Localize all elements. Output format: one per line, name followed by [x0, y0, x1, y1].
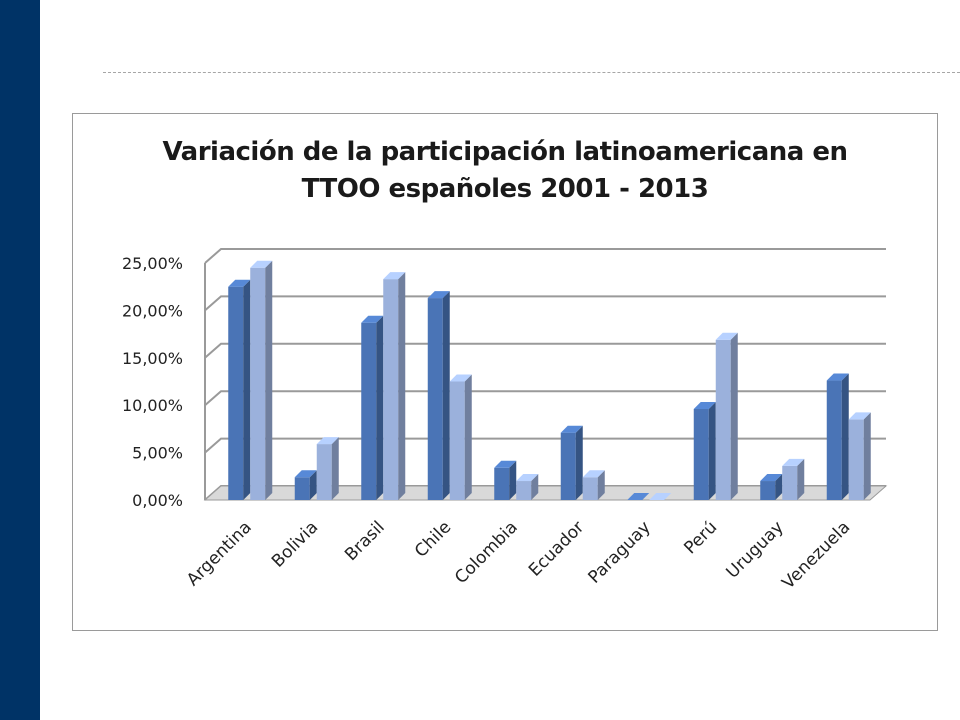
bar [649, 493, 672, 500]
bar [693, 401, 716, 500]
x-tick-label: Ecuador [525, 517, 588, 580]
bar [361, 315, 384, 500]
x-tick-label: Perú [680, 517, 721, 558]
bar [715, 332, 738, 500]
x-tick-label: Uruguay [723, 517, 788, 582]
x-tick-label: Paraguay [585, 517, 655, 587]
y-tick-label: 15,00% [122, 349, 183, 368]
bars-layer [228, 260, 871, 500]
x-tick-label: Chile [411, 517, 455, 561]
bar [427, 291, 450, 500]
bar [582, 470, 605, 500]
y-tick-label: 5,00% [132, 444, 183, 463]
chart-frame [72, 113, 938, 631]
y-tick-label: 10,00% [122, 396, 183, 415]
bar [449, 374, 472, 500]
bar [228, 279, 251, 500]
bar [782, 458, 805, 500]
bar [250, 260, 273, 500]
bar [383, 272, 406, 500]
grid-layer [203, 248, 888, 501]
bar [516, 474, 539, 500]
bar [627, 493, 650, 500]
bar [560, 425, 583, 500]
bar [826, 373, 849, 500]
x-tick-label: Venezuela [778, 517, 854, 593]
sidebar-band [0, 0, 40, 720]
bar [316, 437, 339, 500]
x-tick-label: Bolivia [268, 517, 322, 571]
bar [294, 470, 317, 500]
bar [848, 412, 871, 500]
y-tick-label: 25,00% [122, 254, 183, 273]
bar [494, 460, 517, 500]
x-tick-label: Brasil [341, 517, 389, 565]
bar [760, 474, 783, 500]
x-tick-label: Argentina [183, 517, 256, 590]
y-tick-label: 0,00% [132, 491, 183, 510]
header-divider [103, 72, 960, 73]
y-tick-label: 20,00% [122, 301, 183, 320]
x-tick-label: Colombia [451, 517, 522, 588]
chart-title: Variación de la participación latinoamer… [162, 137, 848, 204]
